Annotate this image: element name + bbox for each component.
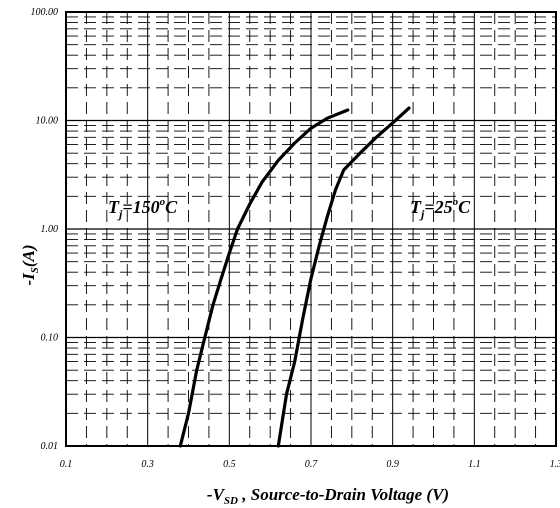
x-tick-label: 0.9 [386, 459, 399, 470]
series-annotations: Tj=150oC Tj=25oC [108, 196, 471, 221]
tick-labels: 0.1 0.3 0.5 0.7 0.9 1.1 1.3 100.00 10.00 1.00 0.10… [31, 7, 560, 470]
series-line-2 [276, 106, 411, 448]
x-tick-label: 0.1 [60, 459, 73, 470]
y-tick-label: 0.10 [41, 333, 59, 344]
x-tick-label: 0.5 [223, 459, 236, 470]
y-tick-label: 100.00 [31, 7, 59, 18]
x-tick-label: 0.7 [305, 459, 319, 470]
x-tick-label: 0.3 [141, 459, 154, 470]
series-line-1 [178, 108, 350, 448]
y-axis-title: -IS(A) [19, 244, 41, 285]
series-annotation-1: Tj=150oC [108, 196, 178, 221]
series-group [178, 106, 411, 448]
y-tick-label: 1.00 [41, 224, 59, 235]
x-tick-label: 1.1 [468, 459, 481, 470]
y-tick-label: 0.01 [41, 441, 59, 452]
series-annotation-2: Tj=25oC [410, 196, 471, 221]
x-tick-label: 1.3 [550, 459, 560, 470]
x-axis-title: -VSD , Source-to-Drain Voltage (V) [207, 485, 449, 507]
plot-frame [65, 11, 557, 447]
grid [66, 12, 556, 446]
y-tick-label: 10.00 [36, 116, 59, 127]
